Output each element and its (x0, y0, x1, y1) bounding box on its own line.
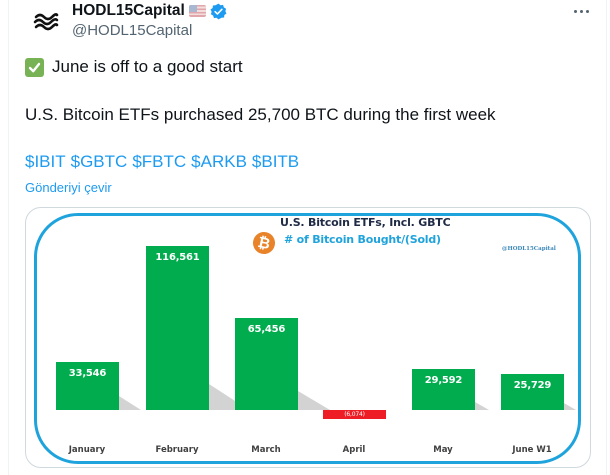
bar-june-w1: 25,729 (501, 374, 564, 410)
cashtag-gbtc[interactable]: $GBTC (70, 152, 128, 171)
author-display-name[interactable]: HODL15Capital (72, 2, 185, 19)
dot-icon (579, 9, 583, 13)
bar-shadow (564, 403, 576, 410)
bar-value: 25,729 (513, 380, 552, 391)
x-label-april: April (342, 445, 366, 455)
cashtag-ibit[interactable]: $IBIT (25, 152, 66, 171)
verified-badge-icon (210, 3, 227, 19)
cashtag-arkb[interactable]: $ARKB (191, 152, 247, 171)
tweet-text-line-2: U.S. Bitcoin ETFs purchased 25,700 BTC d… (25, 105, 496, 124)
bar-april: (6,074) (323, 410, 386, 419)
translate-post-link[interactable]: Gönderiyi çevir (25, 180, 112, 195)
x-label-june-w1: June W1 (512, 445, 552, 455)
chart-title: U.S. Bitcoin ETFs, Incl. GBTC (280, 216, 451, 229)
bar-shadow (119, 396, 141, 410)
bar-february: 116,561 (146, 246, 209, 410)
x-label-march: March (251, 445, 281, 455)
timeline-right-border (606, 0, 607, 475)
waves-logo-icon (33, 13, 59, 31)
check-mark-icon (25, 57, 44, 77)
bar-value: 65,456 (247, 324, 286, 335)
bar-value: 33,546 (68, 368, 107, 379)
more-options-button[interactable] (570, 2, 592, 20)
us-flag-icon (188, 5, 206, 17)
bar-march: 65,456 (235, 318, 298, 410)
dot-icon (573, 9, 577, 13)
tweet-text-line-1-text: June is off to a good start (52, 57, 243, 76)
avatar[interactable] (26, 2, 66, 42)
timeline-left-border (8, 0, 9, 475)
x-label-january: January (68, 445, 106, 455)
tweet-media-image[interactable]: ₿ U.S. Bitcoin ETFs, Incl. GBTC # of Bit… (25, 207, 591, 468)
tweet-text-line-1: June is off to a good start (25, 57, 243, 77)
cashtag-bitb[interactable]: $BITB (251, 152, 300, 171)
bar-value: 116,561 (155, 252, 200, 263)
chart-subtitle: # of Bitcoin Bought/(Sold) (284, 233, 441, 246)
chart-watermark: @HODL15Capital (502, 246, 556, 252)
x-label-may: May (433, 445, 453, 455)
dot-icon (585, 9, 589, 13)
author-handle[interactable]: @HODL15Capital (72, 22, 193, 39)
bar-value: 29,592 (424, 375, 463, 386)
chart-frame (34, 213, 581, 464)
cashtag-fbtc[interactable]: $FBTC (132, 152, 187, 171)
author-name-row[interactable]: HODL15Capital (72, 2, 227, 20)
bar-shadow (298, 391, 330, 410)
bar-value: (6,074) (344, 411, 365, 418)
bar-may: 29,592 (412, 369, 475, 410)
bar-shadow (475, 402, 489, 410)
cashtag-list: $IBIT $GBTC $FBTC $ARKB $BITB (25, 152, 299, 172)
x-label-february: February (155, 445, 199, 455)
bar-january: 33,546 (56, 362, 119, 410)
